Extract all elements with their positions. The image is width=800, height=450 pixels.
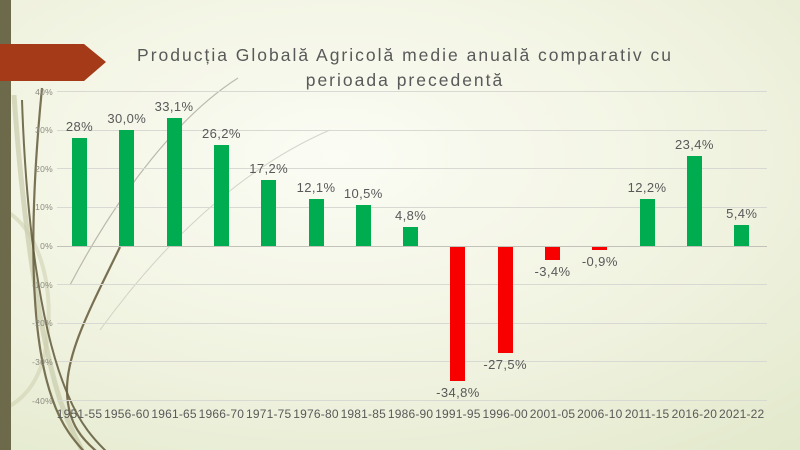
bar: [261, 179, 277, 246]
bar-value-label: 12,2%: [627, 179, 667, 195]
x-axis-category-label: 1986-90: [387, 407, 434, 421]
bar: [403, 227, 419, 246]
bar: [119, 130, 135, 246]
y-axis-tick-label: 10%: [35, 202, 53, 213]
gridline: [57, 361, 767, 363]
bar-value-label: -0,9%: [581, 254, 618, 270]
bar-value-label: 33,1%: [154, 99, 194, 115]
gridline: [57, 400, 767, 401]
bar: [308, 199, 324, 246]
x-axis-category-label: 2001-05: [529, 407, 576, 421]
gridline: [57, 168, 767, 170]
bar: [686, 155, 702, 246]
x-axis-category-label: 1971-75: [245, 407, 292, 421]
bar: [72, 137, 87, 246]
x-axis-category-label: 1996-00: [482, 407, 528, 421]
x-axis-category-label: 2016-20: [671, 407, 718, 421]
bar-value-label: 4,8%: [394, 208, 427, 224]
y-axis-tick-label: -40%: [31, 395, 53, 406]
bar-value-label: 17,2%: [249, 160, 289, 176]
bar-value-label: -27,5%: [483, 357, 527, 373]
y-axis-tick-label: -30%: [31, 356, 53, 367]
bar: [497, 247, 513, 354]
x-axis-category-label: 2021-22: [718, 407, 765, 421]
y-axis-tick-label: 20%: [35, 163, 53, 174]
y-axis-tick-label: 40%: [35, 86, 53, 97]
bar-value-label: 23,4%: [674, 136, 714, 152]
bar-value-label: 5,4%: [726, 206, 758, 222]
x-axis-category-label: 1951-55: [56, 407, 103, 421]
x-axis-category-label: 1981-85: [340, 407, 387, 421]
bar: [355, 205, 371, 246]
gridline: [57, 284, 767, 286]
bar: [734, 225, 750, 246]
gridline: [57, 91, 767, 92]
x-axis-category-label: 2006-10: [577, 407, 623, 421]
bar-value-label: 10,5%: [343, 186, 383, 202]
bar-value-label: 26,2%: [201, 125, 241, 141]
x-axis-category-label: 1966-70: [198, 407, 245, 421]
gridline: [57, 245, 767, 247]
bar: [639, 198, 655, 246]
gridline: [57, 129, 767, 131]
bar: [213, 144, 229, 246]
x-axis-category-label: 2011-15: [624, 407, 670, 421]
bar: [592, 247, 608, 251]
bar-value-label: -3,4%: [534, 264, 571, 280]
bar: [450, 247, 466, 382]
bar: [166, 118, 182, 246]
gridline: [57, 322, 767, 324]
y-axis-tick-label: 0%: [40, 241, 53, 251]
gridline: [57, 206, 767, 208]
page-title: Producția Globală Agricolă medie anuală …: [137, 44, 673, 90]
y-axis-tick-label: -10%: [31, 279, 53, 290]
x-axis-category-label: 1961-65: [151, 407, 197, 421]
x-axis-category-label: 1956-60: [104, 407, 150, 421]
x-axis-category-label: 1976-80: [293, 407, 339, 421]
bar-value-label: -34,8%: [436, 385, 480, 401]
y-axis-tick-label: -20%: [31, 318, 53, 329]
x-axis-category-label: 1991-95: [435, 407, 481, 421]
bar: [545, 247, 560, 261]
